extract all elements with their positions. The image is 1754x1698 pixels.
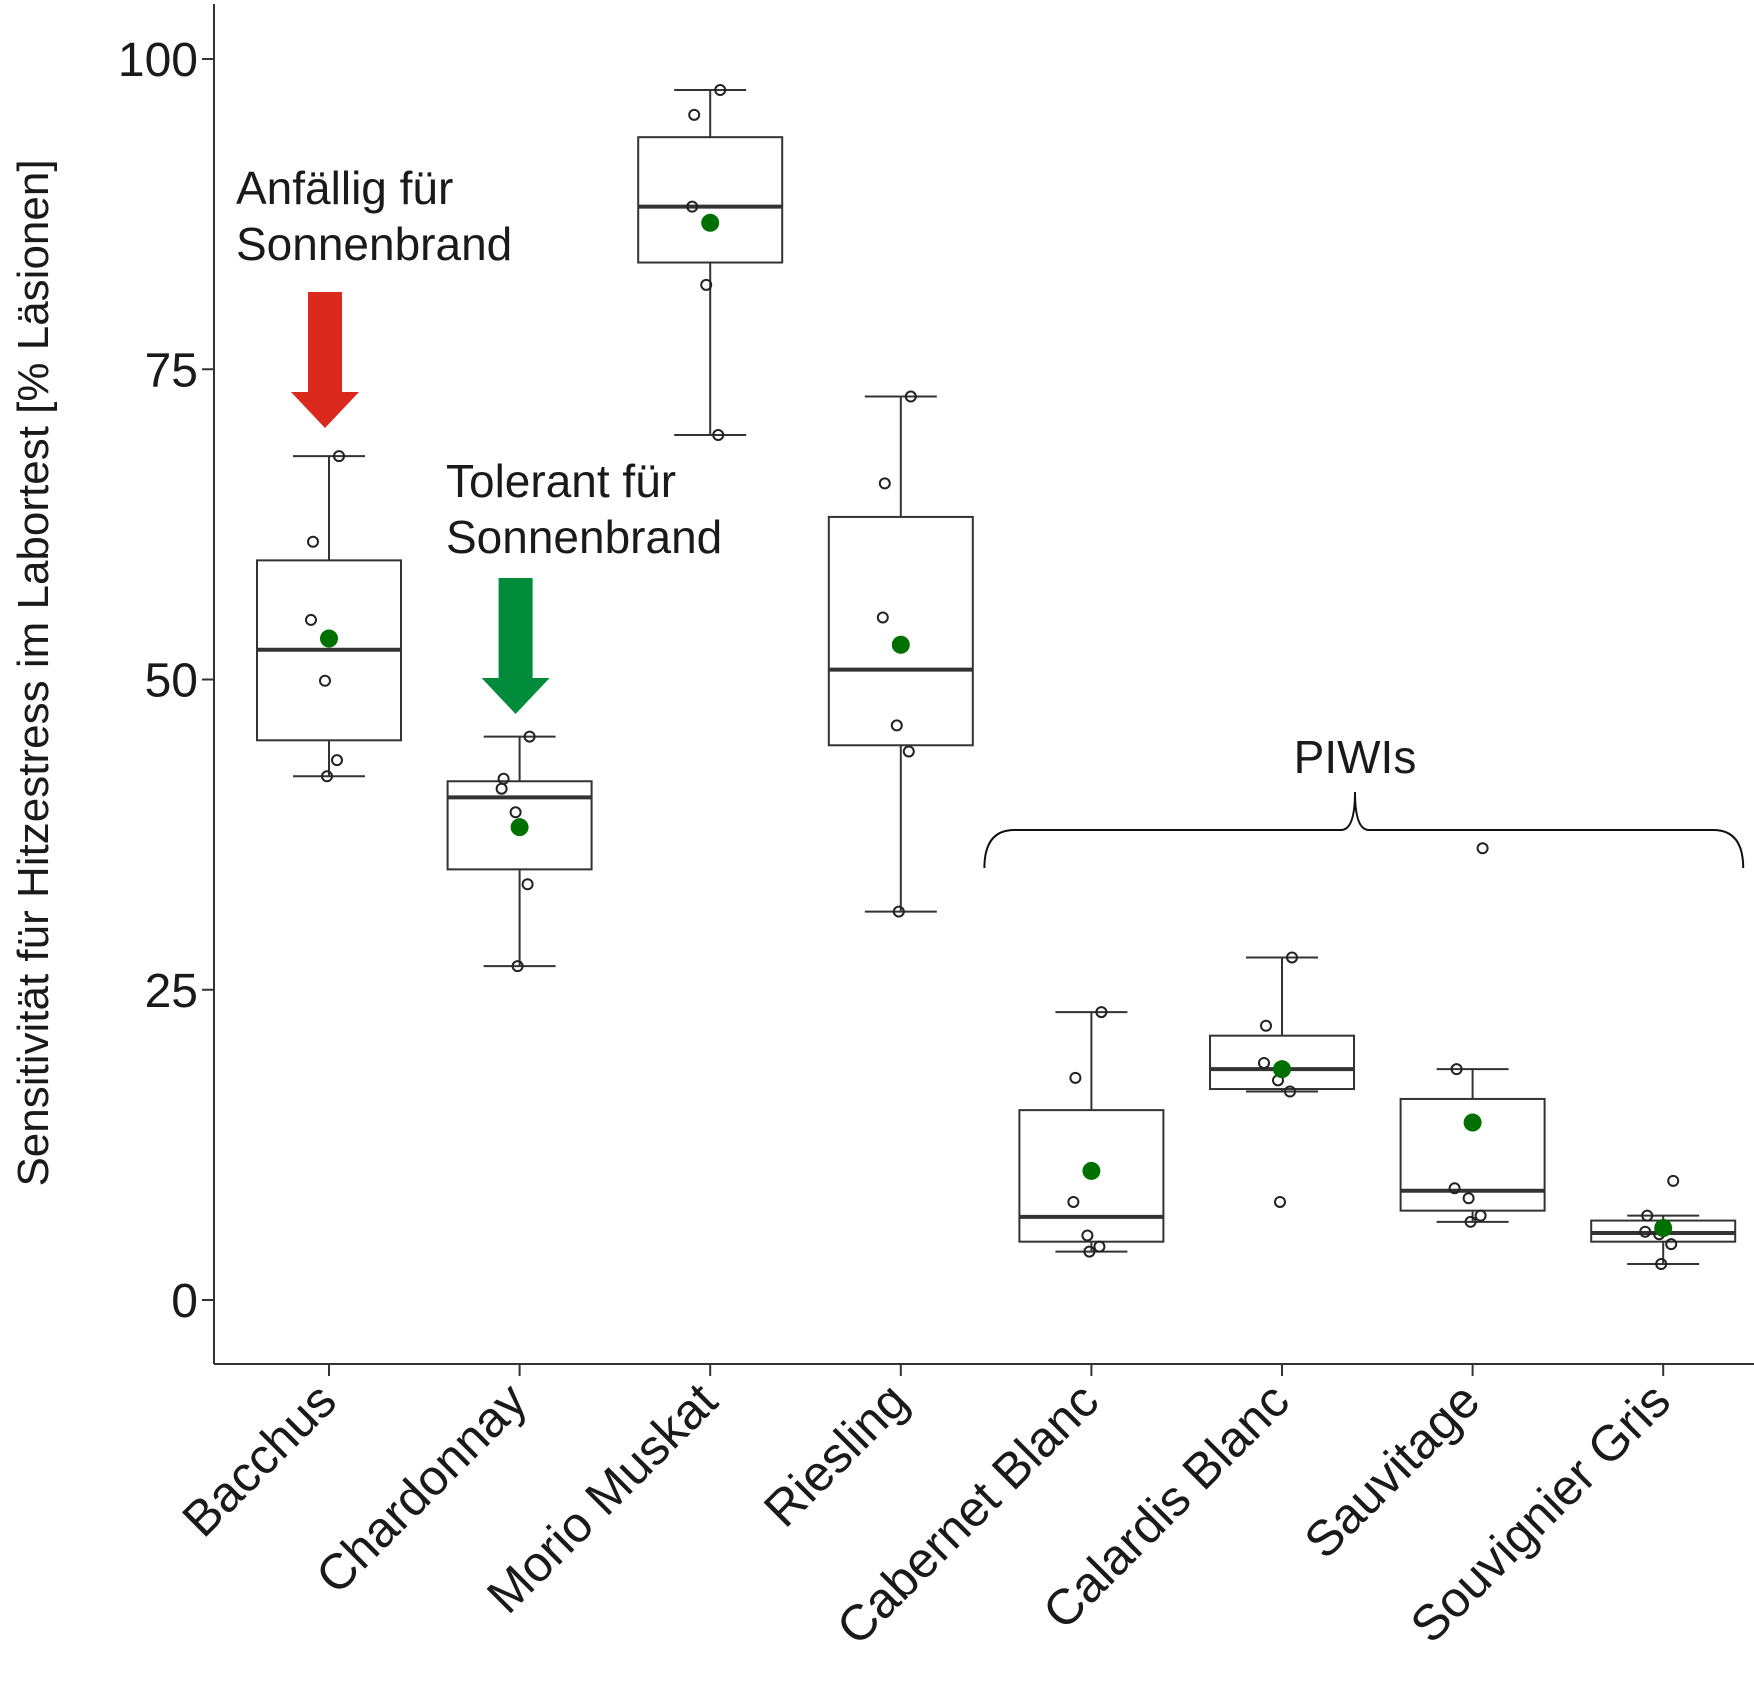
y-axis-label: Sensitivität für Hitzestress im Labortes… [9, 159, 58, 1186]
mean-point [510, 818, 529, 837]
axes [213, 4, 1754, 1365]
data-point [1641, 1209, 1654, 1222]
data-point [1260, 1019, 1272, 1032]
data-point [688, 108, 701, 121]
mean-point [701, 213, 720, 232]
y-axis-ticks: 0 25 50 75 100 [118, 34, 214, 1328]
data-point [1274, 1195, 1286, 1208]
data-point [714, 84, 727, 97]
mean-point [1654, 1219, 1673, 1238]
mean-point [1082, 1161, 1101, 1180]
data-point [521, 878, 534, 891]
mean-point [891, 635, 910, 654]
annotation-text-line: Tolerant für [446, 455, 676, 507]
box-iqr [827, 515, 974, 747]
box-bacchus [256, 450, 402, 783]
data-point [1450, 1063, 1463, 1076]
boxes [256, 84, 1737, 1271]
mean-point [1463, 1113, 1482, 1132]
piwis-label: PIWIs [1294, 731, 1417, 783]
data-point [1286, 951, 1298, 964]
data-point [319, 674, 331, 687]
data-point [1448, 1182, 1461, 1195]
data-point [1093, 1240, 1106, 1253]
y-tick-label-0: 0 [171, 1275, 198, 1328]
data-point [686, 200, 699, 213]
y-tick-label-100: 100 [118, 34, 198, 87]
x-tick-label-sauvitage: Sauvitage [1294, 1372, 1491, 1569]
box-calardis-blanc [1209, 951, 1355, 1208]
y-tick-label-50: 50 [145, 655, 198, 708]
mean-point [1273, 1060, 1291, 1079]
annotation-piwis: PIWIs [983, 731, 1745, 869]
box-chardonnay [446, 730, 593, 973]
box-souvignier-gris [1590, 1174, 1737, 1271]
data-point [1476, 842, 1489, 855]
data-point [1655, 1258, 1668, 1271]
data-point [307, 535, 319, 548]
data-point [1665, 1238, 1678, 1251]
box-sauvitage [1399, 842, 1546, 1228]
data-point [878, 477, 891, 490]
data-point [1462, 1192, 1475, 1205]
annotation-text-line: Sonnenbrand [446, 511, 722, 563]
data-point [1639, 1225, 1652, 1238]
data-point [712, 429, 725, 442]
data-point [890, 719, 903, 732]
piwis-bracket [983, 791, 1745, 869]
data-point [1083, 1245, 1096, 1258]
data-point [333, 450, 345, 463]
y-tick-label-75: 75 [145, 344, 198, 397]
mean-point [320, 629, 338, 648]
red-arrow-icon [291, 292, 359, 428]
x-tick-label-bacchus: Bacchus [172, 1372, 347, 1547]
data-point [1284, 1085, 1296, 1098]
data-point [892, 905, 905, 918]
box-morio-muskat [637, 84, 784, 442]
box-iqr [637, 136, 784, 264]
data-point [1258, 1056, 1270, 1069]
data-point [700, 278, 713, 291]
data-point [511, 960, 524, 973]
data-point [1464, 1215, 1477, 1228]
data-point [876, 611, 889, 624]
box-cabernet-blanc [1018, 1006, 1165, 1258]
data-point [495, 782, 508, 795]
data-point [1667, 1174, 1680, 1187]
data-point [1095, 1006, 1108, 1019]
data-point [509, 806, 522, 819]
x-tick-label-riesling: Riesling [753, 1372, 918, 1537]
annotation-text-line: Sonnenbrand [236, 218, 512, 270]
box-riesling [827, 390, 974, 918]
data-point [902, 745, 915, 758]
data-point [1474, 1209, 1487, 1222]
data-point [1081, 1229, 1094, 1242]
data-point [321, 770, 333, 783]
data-point [331, 754, 343, 767]
data-point [1069, 1071, 1082, 1084]
y-tick-label-25: 25 [145, 965, 198, 1018]
data-point [1067, 1195, 1080, 1208]
green-arrow-icon [481, 578, 550, 714]
annotation-text-line: Anfällig für [236, 162, 453, 214]
data-point [305, 613, 317, 626]
data-point [904, 390, 917, 403]
data-point [523, 730, 536, 743]
